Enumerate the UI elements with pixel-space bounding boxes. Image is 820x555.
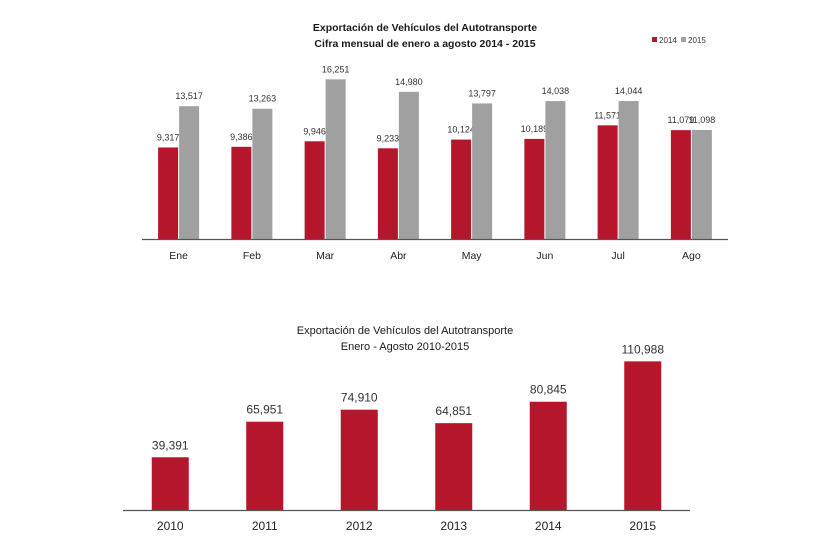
data-label-2014-abr: 9,233	[377, 133, 400, 143]
x-tick-label-abr: Abr	[390, 250, 407, 262]
bar-2015-jun	[545, 101, 566, 240]
bar-2015-mar	[325, 79, 346, 240]
bar-2014-abr	[377, 148, 398, 239]
bar-2014-mar	[304, 141, 325, 239]
data-label-2015-ago: 11,098	[688, 115, 715, 125]
bar-2014-ago	[670, 130, 691, 239]
data-label-2014-may: 10,124	[447, 125, 475, 135]
x-tick-label-2012: 2012	[346, 519, 373, 533]
bar-2011	[246, 421, 284, 510]
chart2-subtitle: Enero - Agosto 2010-2015	[341, 341, 469, 353]
legend-label-2015: 2015	[688, 36, 706, 45]
bar-2015-ene	[179, 106, 200, 239]
x-tick-label-2015: 2015	[629, 519, 656, 533]
x-tick-label-jul: Jul	[611, 250, 624, 262]
bar-2014-jun	[524, 138, 545, 239]
chart1-plot: 9,317 13,517 Ene 9,386 13,263 Feb 9,946 16,251 M…	[157, 64, 715, 262]
data-label-2015: 110,988	[622, 342, 665, 356]
chart1-title: Exportación de Vehículos del Autotranspo…	[313, 22, 537, 34]
bar-2014-feb	[231, 146, 252, 239]
data-label-2014-mar: 9,946	[303, 126, 326, 136]
data-label-2011: 65,951	[246, 403, 283, 417]
chart2-plot: 39,391 2010 65,951 2011 74,910 2012 64,851 2013…	[151, 342, 665, 533]
data-label-2014: 80,845	[530, 383, 567, 397]
data-label-2014-feb: 9,386	[230, 132, 253, 142]
bar-2014-ene	[158, 147, 179, 239]
bar-2015-feb	[252, 108, 273, 239]
data-label-2014-jun: 10,189	[521, 124, 549, 134]
data-label-2015-mar: 16,251	[322, 64, 350, 74]
x-tick-label-2014: 2014	[535, 519, 562, 533]
data-label-2010: 39,391	[152, 438, 189, 452]
data-label-2015-feb: 13,263	[249, 94, 277, 104]
data-label-2015-jul: 14,044	[615, 86, 643, 96]
chart1-subtitle: Cifra mensual de enero a agosto 2014 - 2…	[314, 38, 535, 50]
x-tick-label-feb: Feb	[243, 250, 261, 262]
bar-2015	[624, 361, 662, 510]
bar-2010	[151, 457, 189, 510]
x-tick-label-may: May	[462, 250, 483, 262]
x-tick-label-2011: 2011	[252, 519, 278, 533]
data-label-2015-may: 13,797	[468, 88, 496, 98]
x-tick-label-mar: Mar	[316, 250, 335, 262]
data-label-2015-jun: 14,038	[542, 86, 570, 96]
legend-swatch-2015	[681, 37, 686, 42]
bar-2015-jul	[618, 101, 639, 239]
data-label-2015-abr: 14,980	[395, 77, 423, 87]
data-label-2014-jul: 11,571	[594, 110, 621, 120]
bar-2014-may	[451, 139, 472, 239]
bar-2015-may	[472, 103, 493, 239]
data-label-2012: 74,910	[341, 391, 378, 405]
chart2-title: Exportación de Vehículos del Autotranspo…	[297, 325, 513, 337]
bar-2014-jul	[597, 125, 618, 239]
x-tick-label-ago: Ago	[682, 250, 701, 262]
bar-2015-ago	[691, 129, 712, 239]
x-tick-label-ene: Ene	[169, 250, 188, 262]
x-tick-label-2013: 2013	[440, 519, 467, 533]
data-label-2014-ene: 9,317	[157, 132, 180, 142]
x-tick-label-jun: Jun	[536, 250, 553, 262]
x-tick-label-2010: 2010	[157, 519, 184, 533]
data-label-2014-ago: 11,079	[667, 115, 694, 125]
data-label-2013: 64,851	[435, 404, 472, 418]
data-label-2015-ene: 13,517	[175, 91, 203, 101]
bar-2012	[340, 409, 378, 510]
bar-2013	[435, 423, 473, 510]
legend-label-2014: 2014	[659, 36, 677, 45]
chart1-legend: 2014 2015	[652, 36, 706, 45]
legend-swatch-2014	[652, 37, 657, 42]
bar-2015-abr	[398, 91, 419, 239]
bar-2014	[529, 401, 567, 510]
